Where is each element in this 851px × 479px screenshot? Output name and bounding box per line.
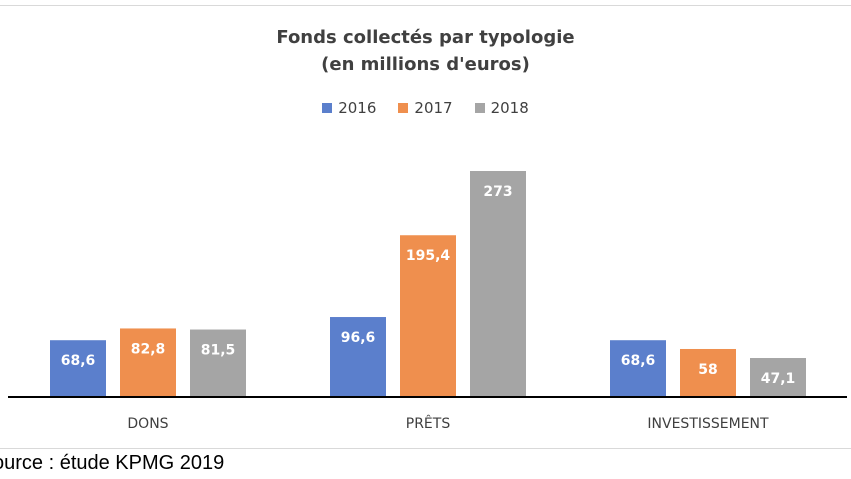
bar-prêts-2016 xyxy=(330,317,386,397)
bottom-divider xyxy=(0,448,851,449)
top-divider xyxy=(0,5,851,6)
data-label-investissement-2018: 47,1 xyxy=(761,371,796,387)
bar-prêts-2017 xyxy=(400,235,456,397)
legend-label-2018: 2018 xyxy=(490,99,529,117)
data-label-dons-2016: 68,6 xyxy=(61,353,96,369)
bar-dons-2017 xyxy=(120,328,176,397)
legend-swatch-2018 xyxy=(474,103,485,113)
chart-subtitle: (en millions d'euros) xyxy=(321,54,530,75)
category-label-prêts: PRÊTS xyxy=(406,414,451,432)
data-label-prêts-2018: 273 xyxy=(483,184,512,200)
bar-investissement-2016 xyxy=(610,340,666,397)
bar-investissement-2017 xyxy=(680,348,736,397)
source-note: ource : étude KPMG 2019 xyxy=(0,452,225,474)
bar-investissement-2018 xyxy=(750,358,806,397)
chart-title: Fonds collectés par typologie (en millio… xyxy=(0,24,851,78)
chart-title-main: Fonds collectés par typologie xyxy=(276,27,575,48)
data-label-dons-2017: 82,8 xyxy=(131,341,166,357)
legend-item-2018: 2018 xyxy=(474,99,529,117)
legend-item-2016: 2016 xyxy=(322,99,376,117)
bar-prêts-2018 xyxy=(470,171,526,397)
bar-dons-2018 xyxy=(190,329,246,397)
data-label-dons-2018: 81,5 xyxy=(201,343,236,359)
category-label-investissement: INVESTISSEMENT xyxy=(647,416,769,432)
data-label-prêts-2017: 195,4 xyxy=(406,248,451,264)
bar-dons-2016 xyxy=(50,340,106,397)
legend-item-2017: 2017 xyxy=(398,99,453,117)
legend-label-2016: 2016 xyxy=(338,99,377,117)
data-label-investissement-2017: 58 xyxy=(698,362,717,378)
legend-swatch-2017 xyxy=(398,103,409,113)
chart-legend: 2016 2017 2018 xyxy=(0,99,851,117)
category-label-dons: DONS xyxy=(127,416,168,432)
data-label-prêts-2016: 96,6 xyxy=(341,330,376,346)
data-label-investissement-2016: 68,6 xyxy=(621,353,656,369)
legend-label-2017: 2017 xyxy=(414,99,453,117)
legend-swatch-2016 xyxy=(322,103,333,113)
